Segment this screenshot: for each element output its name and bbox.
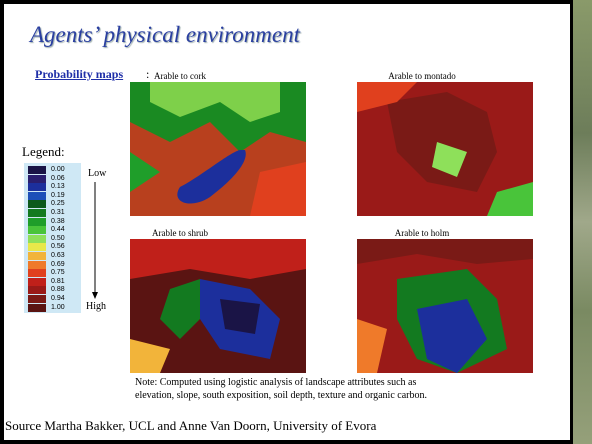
map-image <box>357 82 533 216</box>
legend-label: 0.88 <box>51 286 65 294</box>
legend-title: Legend: <box>22 144 65 160</box>
legend-arrow <box>90 182 100 300</box>
legend-swatch <box>28 269 46 277</box>
legend-swatch <box>28 304 46 312</box>
legend-swatch <box>28 295 46 303</box>
legend-label: 0.31 <box>51 209 65 217</box>
note-line: elevation, slope, south exposition, soil… <box>135 389 427 402</box>
legend-low: Low <box>88 168 106 179</box>
legend-label: 0.44 <box>51 226 65 234</box>
legend-swatch <box>28 218 46 226</box>
legend-swatch <box>28 252 46 260</box>
legend-label: 0.38 <box>51 218 65 226</box>
map-label: Arable to montado <box>334 71 510 81</box>
legend-swatch <box>28 175 46 183</box>
source: Source Martha Bakker, UCL and Anne Van D… <box>5 418 376 434</box>
map-image <box>130 82 306 216</box>
legend-label: 0.56 <box>51 243 65 251</box>
legend-label: 0.06 <box>51 175 65 183</box>
note: Note: Computed using logistic analysis o… <box>135 376 427 402</box>
legend-label: 0.63 <box>51 252 65 260</box>
legend-swatch <box>28 286 46 294</box>
slide: Agents’ physical environment Probability… <box>4 4 570 440</box>
legend-label: 0.75 <box>51 269 65 277</box>
legend-label: 0.94 <box>51 295 65 303</box>
slide-title: Agents’ physical environment <box>30 22 300 48</box>
legend-label: 0.81 <box>51 278 65 286</box>
note-line: Note: Computed using logistic analysis o… <box>135 376 427 389</box>
legend-label: 0.13 <box>51 183 65 191</box>
legend-high: High <box>86 301 106 312</box>
legend-label: 1.00 <box>51 304 65 312</box>
map-image <box>130 239 306 373</box>
map-image <box>357 239 533 373</box>
legend-swatch <box>28 278 46 286</box>
legend-label: 0.69 <box>51 261 65 269</box>
legend-swatch <box>28 166 46 174</box>
legend-swatch <box>28 183 46 191</box>
page: {"header": {"title": "Agents’ physical e… <box>0 0 592 444</box>
map-label: Arable to holm <box>334 228 510 238</box>
legend-swatch <box>28 200 46 208</box>
legend-swatch <box>28 243 46 251</box>
legend-swatch <box>28 209 46 217</box>
legend-swatch <box>28 192 46 200</box>
map-label: Arable to cork <box>92 71 268 81</box>
legend-swatch <box>28 226 46 234</box>
legend-label: 0.25 <box>51 200 65 208</box>
legend-label: 0.00 <box>51 166 65 174</box>
side-image <box>573 0 592 444</box>
legend-label: 0.50 <box>51 235 65 243</box>
legend-swatch <box>28 235 46 243</box>
map-label: Arable to shrub <box>92 228 268 238</box>
legend-swatch <box>28 261 46 269</box>
legend-label: 0.19 <box>51 192 65 200</box>
